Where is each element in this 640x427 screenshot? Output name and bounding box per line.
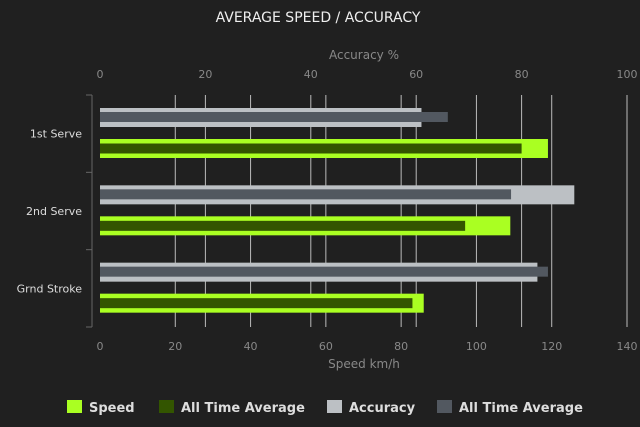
category-label: 2nd Serve bbox=[26, 205, 82, 218]
accuracy-average-bar bbox=[100, 266, 548, 277]
legend-swatch bbox=[67, 400, 82, 413]
bottom-tick-label: 120 bbox=[541, 340, 562, 353]
accuracy-average-bar bbox=[100, 189, 512, 200]
top-tick-label: 40 bbox=[304, 68, 318, 81]
speed-average-bar bbox=[100, 298, 413, 309]
chart-title: AVERAGE SPEED / ACCURACY bbox=[216, 10, 421, 26]
legend-swatch bbox=[327, 400, 342, 413]
bottom-tick-label: 80 bbox=[394, 340, 408, 353]
bottom-tick-label: 0 bbox=[97, 340, 104, 353]
top-axis-label: Accuracy % bbox=[329, 48, 399, 62]
bottom-tick-label: 60 bbox=[319, 340, 333, 353]
top-tick-label: 20 bbox=[198, 68, 212, 81]
category-label: Grnd Stroke bbox=[17, 282, 83, 295]
category-label: 1st Serve bbox=[30, 128, 82, 141]
bottom-tick-label: 100 bbox=[466, 340, 487, 353]
speed-average-bar bbox=[100, 220, 466, 231]
legend-label: All Time Average bbox=[181, 401, 305, 416]
top-tick-label: 60 bbox=[409, 68, 423, 81]
legend-label: All Time Average bbox=[459, 401, 583, 416]
top-tick-label: 80 bbox=[515, 68, 529, 81]
top-tick-label: 0 bbox=[97, 68, 104, 81]
bottom-tick-label: 40 bbox=[244, 340, 258, 353]
legend-swatch bbox=[159, 400, 174, 413]
legend-swatch bbox=[437, 400, 452, 413]
bottom-tick-label: 140 bbox=[617, 340, 638, 353]
bottom-tick-label: 20 bbox=[168, 340, 182, 353]
bottom-axis-label: Speed km/h bbox=[328, 357, 400, 371]
legend-label: Accuracy bbox=[349, 401, 416, 416]
top-tick-label: 100 bbox=[617, 68, 638, 81]
speed-average-bar bbox=[100, 143, 522, 154]
legend-label: Speed bbox=[89, 401, 135, 416]
accuracy-average-bar bbox=[100, 112, 448, 122]
